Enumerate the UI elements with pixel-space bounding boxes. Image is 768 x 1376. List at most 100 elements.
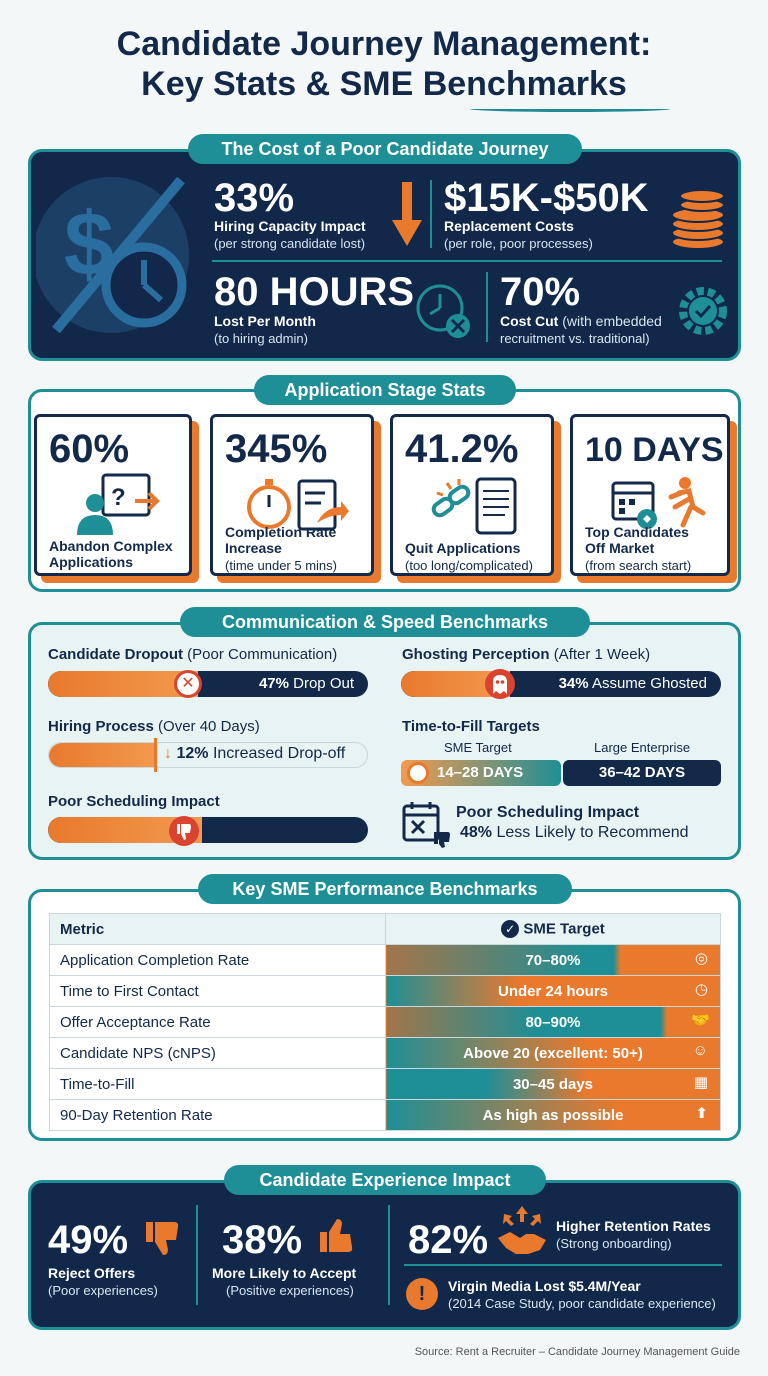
check-circle-icon: ✓: [501, 920, 520, 939]
stopwatch-clipboard-icon: [247, 479, 349, 531]
stat-hiring-capacity-sub: (per strong candidate lost): [214, 236, 366, 251]
section-heading-application: Application Stage Stats: [254, 375, 516, 405]
source-note: Source: Rent a Recruiter – Candidate Jou…: [414, 1346, 740, 1358]
impact-note-sub: (2014 Case Study, poor candidate experie…: [448, 1296, 716, 1311]
warning-icon: !: [406, 1278, 438, 1310]
calendar-runner-icon: [611, 477, 706, 529]
col-target: ✓ SME Target: [385, 913, 721, 945]
table-row: Application Completion Rate 70–80% ◎: [49, 944, 721, 976]
ghosting-pct: 34%: [558, 675, 589, 692]
sched-bar: [48, 817, 368, 843]
hiring-marker: [154, 738, 157, 772]
sched-bar-title: Poor Scheduling Impact: [48, 793, 220, 810]
card-completion: 345% Completion Rate Increase (time unde…: [210, 414, 374, 576]
card-completion-value: 345%: [225, 427, 328, 471]
page-title: Candidate Journey Management: Key Stats …: [0, 24, 768, 104]
card-off-market-label-1: Top Candidates: [585, 524, 689, 540]
card-off-market-label-2: Off Market: [585, 540, 655, 556]
hiring-bar-text: ↓ 12% Increased Drop-off: [164, 745, 345, 763]
ghosting-title-main: Ghosting Perception: [402, 646, 550, 663]
hiring-title: Hiring Process (Over 40 Days): [48, 718, 260, 735]
target-cell: 80–90% 🤝: [385, 1006, 721, 1038]
card-off-market-value: 10 DAYS: [585, 431, 724, 469]
target-icon: [407, 762, 429, 784]
ghosting-bar-text: 34% Assume Ghosted: [559, 675, 707, 692]
stat-cost-cut-label: Cost Cut (with embedded: [500, 313, 662, 329]
smile-icon: ☺: [692, 1042, 708, 1059]
ghosting-title: Ghosting Perception (After 1 Week): [402, 646, 650, 663]
dropout-bar: 47% Drop Out: [48, 671, 368, 697]
card-quit-sub: (too long/complicated): [405, 558, 533, 573]
impact-reject-label: Reject Offers: [48, 1265, 136, 1281]
card-abandon-label-2: Applications: [49, 554, 134, 570]
card-abandon: 60% ? Abandon Complex Applications: [34, 414, 192, 576]
stat-hiring-capacity-value: 33%: [214, 176, 295, 220]
section-heading-impact: Candidate Experience Impact: [224, 1165, 546, 1195]
broken-link-scroll-icon: [431, 477, 517, 535]
hiring-title-main: Hiring Process: [48, 718, 154, 735]
card-completion-label-1: Completion Rate: [225, 524, 337, 540]
stat-hiring-capacity-label: Hiring Capacity Impact: [214, 218, 366, 234]
metric-cell: Time-to-Fill: [49, 1068, 386, 1100]
handshake-arrows-icon: [498, 1206, 546, 1254]
dropout-title-main: Candidate Dropout: [48, 646, 183, 663]
card-off-market: 10 DAYS Top Candidates Off Market (from …: [570, 414, 730, 576]
impact-accept-sub: (Positive experiences): [226, 1283, 354, 1298]
card-abandon-label-1: Abandon Complex: [49, 538, 173, 554]
target-value: As high as possible: [482, 1106, 624, 1124]
stat-cost-cut-label-extra: (with embedded: [562, 313, 662, 329]
dropout-bar-fill: [48, 671, 199, 697]
handshake-icon: 🤝: [691, 1012, 710, 1029]
divider-vertical: [430, 180, 432, 248]
stat-cost-cut-sub: recruitment vs. traditional): [500, 331, 650, 346]
card-quit-value: 41.2%: [405, 427, 519, 471]
section-heading-cost: The Cost of a Poor Candidate Journey: [188, 134, 582, 164]
metric-cell: Offer Acceptance Rate: [49, 1006, 386, 1038]
sched-note-desc: Less Likely to Recommend: [496, 824, 689, 841]
divider-vertical-impact-2: [388, 1205, 390, 1305]
ttf-ent-label: Large Enterprise: [594, 740, 691, 755]
impact-accept-value: 38%: [222, 1218, 303, 1262]
ghosting-text: Assume Ghosted: [591, 675, 707, 692]
divider-horizontal: [212, 260, 722, 262]
calendar-thumbs-down-icon: [402, 802, 450, 848]
target-cell: 70–80% ◎: [385, 944, 721, 976]
stat-replacement-cost-label: Replacement Costs: [444, 218, 574, 234]
arrow-up-icon: ⬆: [695, 1105, 708, 1122]
dropout-bar-text: 47% Drop Out: [259, 675, 354, 692]
card-abandon-value: 60%: [49, 427, 130, 471]
x-icon: ✕: [174, 670, 202, 698]
hiring-bar: [48, 742, 368, 768]
hiring-bar-fill: [49, 743, 157, 767]
ghost-icon: [485, 669, 515, 699]
table-row: Time to First Contact Under 24 hours ◷: [49, 975, 721, 1007]
section-heading-sme: Key SME Performance Benchmarks: [198, 874, 572, 904]
stat-hours-lost-value: 80 HOURS: [214, 270, 415, 314]
divider-vertical-2: [486, 272, 488, 342]
hiring-title-extra: (Over 40 Days): [158, 718, 260, 735]
col-metric: Metric: [49, 913, 386, 945]
metric-cell: Time to First Contact: [49, 975, 386, 1007]
ttf-ent-value: 36–42 DAYS: [598, 764, 686, 781]
impact-reject-value: 49%: [48, 1218, 129, 1262]
metric-cell: 90-Day Retention Rate: [49, 1099, 386, 1131]
target-icon: ◎: [694, 950, 708, 967]
dropout-pct: 47%: [258, 675, 289, 692]
ttf-title-main: Time-to-Fill Targets: [402, 718, 540, 735]
stat-cost-cut-value: 70%: [500, 270, 581, 314]
clock-icon: ◷: [694, 981, 708, 998]
col-target-label: SME Target: [523, 920, 605, 938]
impact-note-label: Virgin Media Lost $5.4M/Year: [448, 1278, 641, 1294]
target-cell: As high as possible ⬆: [385, 1099, 721, 1131]
divider-vertical-impact-1: [196, 1205, 198, 1305]
target-value: Above 20 (excellent: 50+): [463, 1044, 643, 1062]
sched-note-text: 48% Less Likely to Recommend: [460, 824, 689, 842]
ttf-sme-gauge: 14–28 DAYS: [401, 760, 561, 786]
sched-bar-title-main: Poor Scheduling Impact: [48, 793, 220, 810]
table-row: 90-Day Retention Rate As high as possible…: [49, 1099, 721, 1131]
coins-icon: [671, 189, 725, 250]
ghosting-title-extra: (After 1 Week): [553, 646, 651, 663]
divider-horizontal-impact: [404, 1264, 722, 1266]
dollar-clock-icon: $: [36, 176, 189, 334]
thumbs-down-icon: [169, 816, 199, 846]
